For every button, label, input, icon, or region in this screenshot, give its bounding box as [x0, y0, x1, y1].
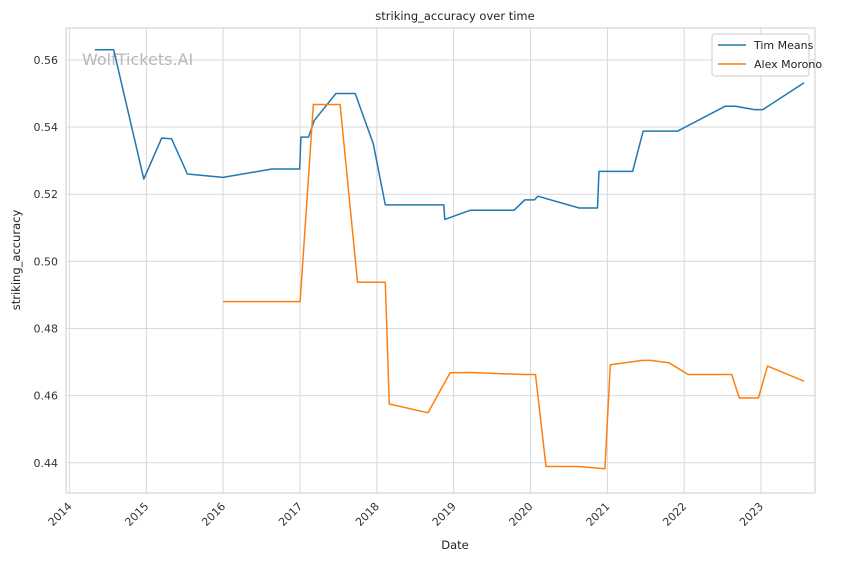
plot-frame	[65, 27, 816, 494]
y-tick-label: 0.48	[34, 322, 59, 335]
chart-title: striking_accuracy over time	[375, 9, 534, 23]
y-tick-label: 0.52	[34, 188, 59, 201]
legend: Tim Means Alex Morono	[711, 33, 822, 77]
grid-layer	[66, 28, 815, 493]
series-line-alex-morono	[223, 103, 805, 470]
y-tick-label: 0.56	[34, 54, 59, 67]
y-tick-label: 0.50	[34, 255, 59, 268]
y-axis-title: striking_accuracy	[9, 210, 23, 311]
series-layer	[94, 49, 805, 470]
x-axis-title: Date	[441, 538, 469, 552]
legend-label-alex-morono: Alex Morono	[754, 58, 822, 71]
legend-label-tim-means: Tim Means	[753, 39, 814, 52]
y-tick-label: 0.54	[34, 121, 59, 134]
y-tick-labels: 0.44 0.46 0.48 0.50 0.52 0.54 0.56	[34, 54, 59, 470]
watermark: WolfTickets.AI	[82, 50, 193, 69]
series-line-tim-means	[94, 49, 805, 221]
y-tick-label: 0.44	[34, 457, 59, 470]
y-tick-label: 0.46	[34, 390, 59, 403]
